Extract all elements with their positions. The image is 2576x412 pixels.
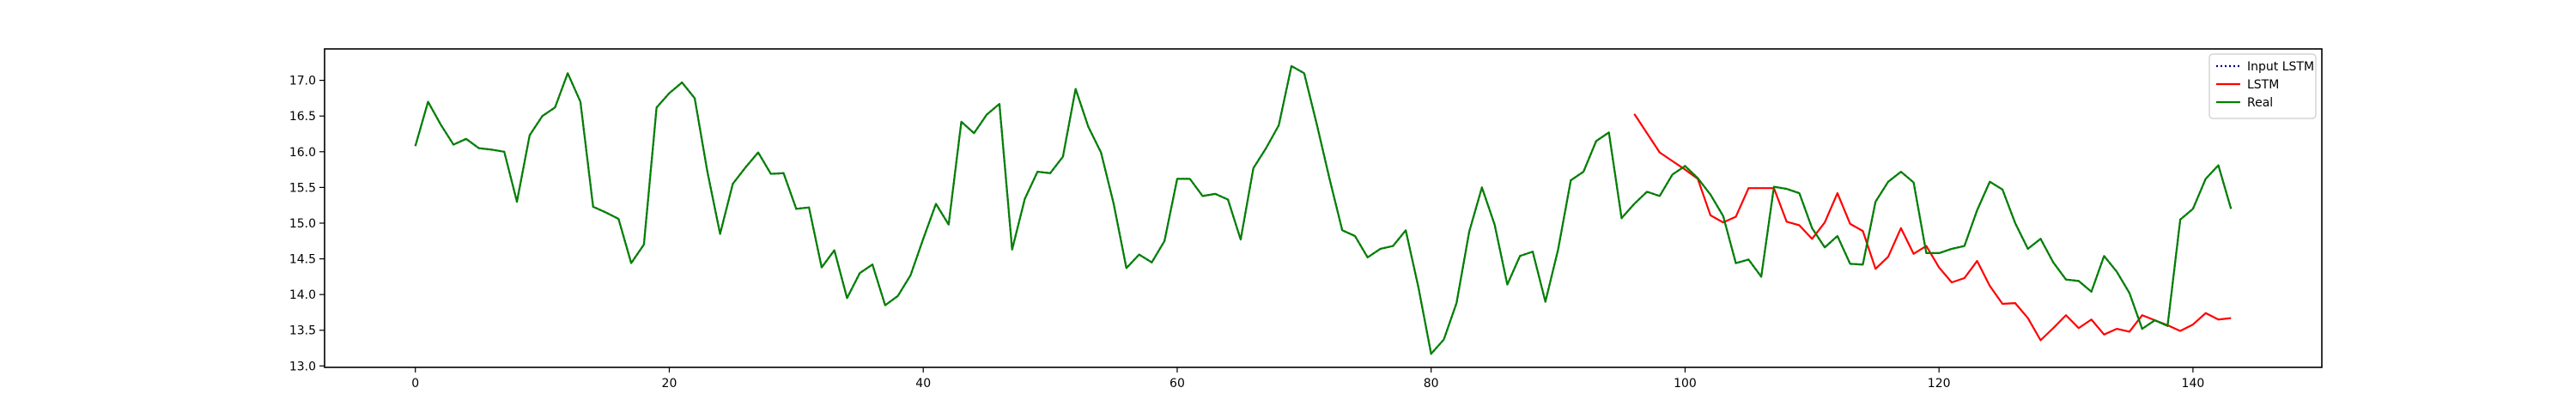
legend-label: Real: [2247, 96, 2273, 110]
x-axis: 0 20 40 60 80 100 120 140: [411, 367, 2204, 391]
legend-label: Input LSTM: [2247, 60, 2314, 74]
y-axis: 13.0 13.5 14.0 14.5 15.0 15.5 16.0 16.5 17.0: [289, 75, 325, 373]
y-tick-label: 14.0: [289, 288, 316, 302]
y-tick-label: 16.5: [289, 110, 316, 124]
x-tick-label: 120: [1928, 377, 1951, 391]
y-tick-label: 14.5: [289, 253, 316, 267]
legend: Input LSTM LSTM Real: [2208, 53, 2317, 119]
y-tick-label: 17.0: [289, 75, 316, 88]
y-tick-label: 15.5: [289, 181, 316, 195]
series-line-lstm: [1633, 113, 2232, 342]
legend-label: LSTM: [2247, 78, 2279, 92]
x-tick-label: 40: [915, 377, 931, 391]
y-tick-label: 16.0: [289, 146, 316, 160]
x-tick-label: 20: [662, 377, 677, 391]
y-tick-label: 13.5: [289, 324, 316, 338]
x-tick-label: 100: [1674, 377, 1697, 391]
x-tick-label: 140: [2182, 377, 2205, 391]
series-layer: [414, 64, 2233, 355]
plot-area-frame: [324, 48, 2323, 368]
series-line-real: [414, 64, 2233, 355]
series-line-input-lstm: [414, 64, 2233, 355]
x-tick-label: 80: [1424, 377, 1439, 391]
x-tick-label: 60: [1170, 377, 1185, 391]
x-tick-label: 0: [411, 377, 419, 391]
y-tick-label: 15.0: [289, 217, 316, 231]
y-tick-label: 13.0: [289, 360, 316, 373]
